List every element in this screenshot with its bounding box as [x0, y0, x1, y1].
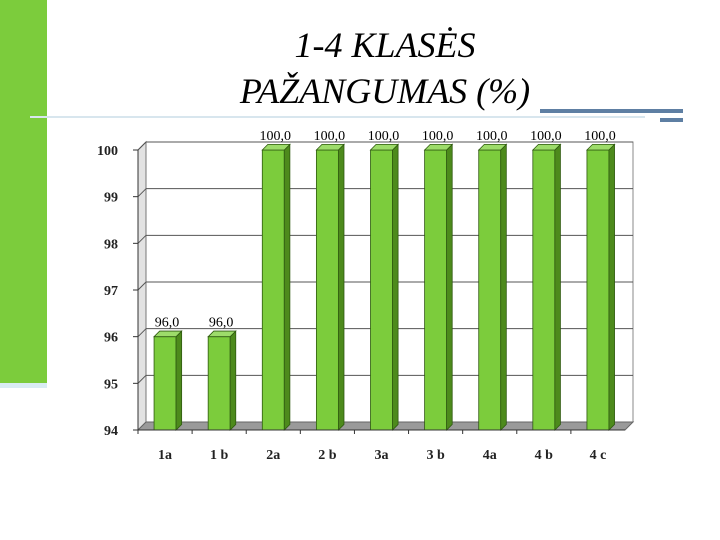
bar-front — [154, 337, 176, 430]
bar-front — [371, 150, 393, 430]
bar-side — [501, 144, 507, 430]
bar — [425, 144, 453, 430]
bar — [533, 144, 561, 430]
bar-front — [316, 150, 338, 430]
data-label: 100,0 — [584, 129, 616, 144]
y-tick-label: 97 — [104, 284, 118, 299]
y-tick-label: 94 — [104, 424, 118, 439]
data-label: 100,0 — [368, 129, 400, 144]
bar-front — [425, 150, 447, 430]
bar-front — [262, 150, 284, 430]
bar-side — [284, 144, 290, 430]
bar-front — [479, 150, 501, 430]
bar-side — [230, 331, 236, 430]
bar — [316, 144, 344, 430]
bar-front — [587, 150, 609, 430]
x-tick-label: 3a — [375, 448, 389, 463]
x-tick-label: 4 b — [535, 448, 554, 463]
data-label: 100,0 — [260, 129, 292, 144]
y-tick-label: 95 — [104, 377, 118, 392]
x-tick-label: 2 b — [318, 448, 337, 463]
data-label: 100,0 — [530, 129, 562, 144]
bar-side — [393, 144, 399, 430]
x-tick-label: 2a — [266, 448, 280, 463]
bar-side — [338, 144, 344, 430]
y-tick-label: 100 — [97, 144, 118, 159]
x-tick-label: 1a — [158, 448, 172, 463]
bar — [371, 144, 399, 430]
data-label: 96,0 — [209, 316, 234, 331]
bar — [262, 144, 290, 430]
bar — [479, 144, 507, 430]
bar-front — [533, 150, 555, 430]
bar — [208, 331, 236, 430]
bar-side — [609, 144, 615, 430]
bar — [587, 144, 615, 430]
x-axis-ticks: 1a 1 b 2a 2 b 3a 3 b 4a 4 b 4 c — [138, 430, 625, 463]
x-tick-label: 4 c — [590, 448, 607, 463]
data-label: 100,0 — [314, 129, 346, 144]
bar-front — [208, 337, 230, 430]
x-tick-label: 4a — [483, 448, 497, 463]
bar-side — [447, 144, 453, 430]
x-tick-label: 1 b — [210, 448, 229, 463]
y-tick-label: 96 — [104, 331, 118, 346]
bar — [154, 331, 182, 430]
bar-side — [176, 331, 182, 430]
y-tick-label: 98 — [104, 237, 118, 252]
y-tick-label: 99 — [104, 191, 118, 206]
y-axis-ticks: 94 95 96 97 98 99 100 — [97, 144, 138, 439]
data-label: 100,0 — [422, 129, 454, 144]
data-label: 100,0 — [476, 129, 508, 144]
data-label: 96,0 — [155, 316, 180, 331]
bar-side — [555, 144, 561, 430]
x-tick-label: 3 b — [426, 448, 445, 463]
